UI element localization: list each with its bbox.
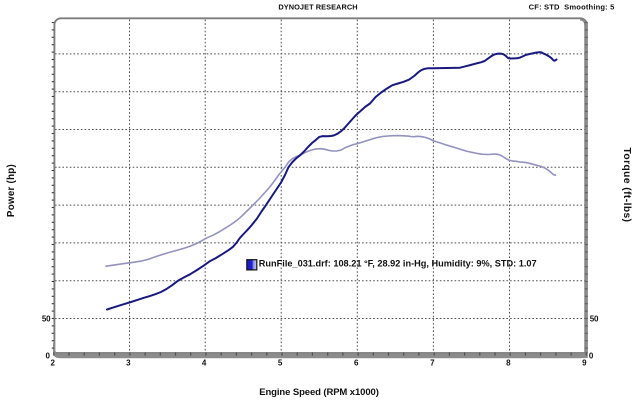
svg-text:8: 8 — [506, 359, 511, 368]
svg-text:9: 9 — [582, 359, 587, 368]
svg-text:6: 6 — [354, 359, 359, 368]
svg-text:0: 0 — [46, 352, 51, 361]
svg-text:CF: STD Smoothing: 5: CF: STD Smoothing: 5 — [529, 2, 615, 11]
svg-text:DYNOJET RESEARCH: DYNOJET RESEARCH — [278, 2, 357, 11]
svg-text:50: 50 — [590, 315, 599, 324]
svg-text:4: 4 — [202, 359, 207, 368]
svg-text:0: 0 — [589, 352, 594, 361]
svg-text:Engine Speed (RPM x1000): Engine Speed (RPM x1000) — [259, 387, 379, 398]
svg-text:7: 7 — [430, 359, 435, 368]
svg-text:Power (hp): Power (hp) — [6, 164, 17, 217]
svg-text:3: 3 — [126, 359, 131, 368]
svg-text:2: 2 — [50, 359, 55, 368]
svg-text:50: 50 — [42, 315, 51, 324]
svg-text:RunFile_031.drf: 108.21 °F, 28: RunFile_031.drf: 108.21 °F, 28.92 in-Hg,… — [259, 259, 537, 269]
svg-text:5: 5 — [278, 359, 283, 368]
svg-text:Torque (ft-lbs): Torque (ft-lbs) — [621, 147, 632, 222]
